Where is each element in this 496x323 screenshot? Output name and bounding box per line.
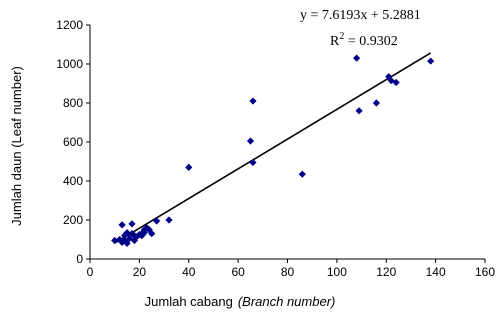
x-tick-label: 100 bbox=[327, 265, 347, 279]
y-tick-label: 1200 bbox=[56, 18, 83, 32]
data-point bbox=[123, 239, 131, 247]
data-point bbox=[249, 97, 257, 105]
r-squared-label: R2 = 0.9302 bbox=[330, 31, 398, 49]
trendline bbox=[114, 52, 432, 244]
y-tick-label: 600 bbox=[63, 135, 83, 149]
y-tick-label: 400 bbox=[63, 174, 83, 188]
x-tick-label: 20 bbox=[133, 265, 147, 279]
data-point bbox=[165, 216, 173, 224]
data-point bbox=[118, 238, 126, 247]
data-point bbox=[427, 57, 435, 65]
y-tick-label: 200 bbox=[63, 213, 83, 227]
x-tick-label: 0 bbox=[87, 265, 94, 279]
x-tick-label: 160 bbox=[475, 265, 495, 279]
y-axis-title: Jumlah daun (Leaf number) bbox=[9, 66, 24, 226]
x-tick-label: 80 bbox=[281, 265, 295, 279]
data-point bbox=[392, 78, 400, 87]
data-points bbox=[111, 54, 435, 247]
x-tick-label: 120 bbox=[376, 265, 396, 279]
data-point bbox=[111, 236, 119, 245]
x-tick-label: 40 bbox=[182, 265, 196, 279]
data-point bbox=[140, 229, 148, 237]
data-point bbox=[298, 170, 306, 178]
plot-area: 0 20 40 60 80 100 120 140 160 0 200 400 600 800 1000 1… bbox=[56, 18, 495, 279]
data-point bbox=[353, 54, 361, 62]
data-point bbox=[185, 163, 193, 171]
data-point bbox=[118, 221, 126, 229]
x-axis-title: Jumlah cabang (Branch number) bbox=[145, 294, 336, 309]
y-tick-label: 1000 bbox=[56, 57, 83, 71]
data-point bbox=[116, 235, 124, 244]
data-point bbox=[355, 107, 363, 115]
data-point bbox=[372, 99, 380, 107]
x-tick-label: 60 bbox=[231, 265, 245, 279]
data-point bbox=[249, 158, 257, 167]
x-axis-ticks: 0 20 40 60 80 100 120 140 160 bbox=[87, 259, 495, 279]
data-point bbox=[246, 137, 255, 145]
data-point bbox=[148, 230, 156, 238]
data-point bbox=[153, 217, 161, 225]
data-point bbox=[128, 220, 136, 228]
y-axis-ticks: 0 200 400 600 800 1000 1200 bbox=[56, 18, 90, 266]
x-tick-label: 140 bbox=[426, 265, 446, 279]
data-point bbox=[123, 229, 131, 237]
y-tick-label: 800 bbox=[63, 96, 83, 110]
trendline-equation: y = 7.6193x + 5.2881 bbox=[300, 8, 421, 23]
y-tick-label: 0 bbox=[76, 252, 83, 266]
